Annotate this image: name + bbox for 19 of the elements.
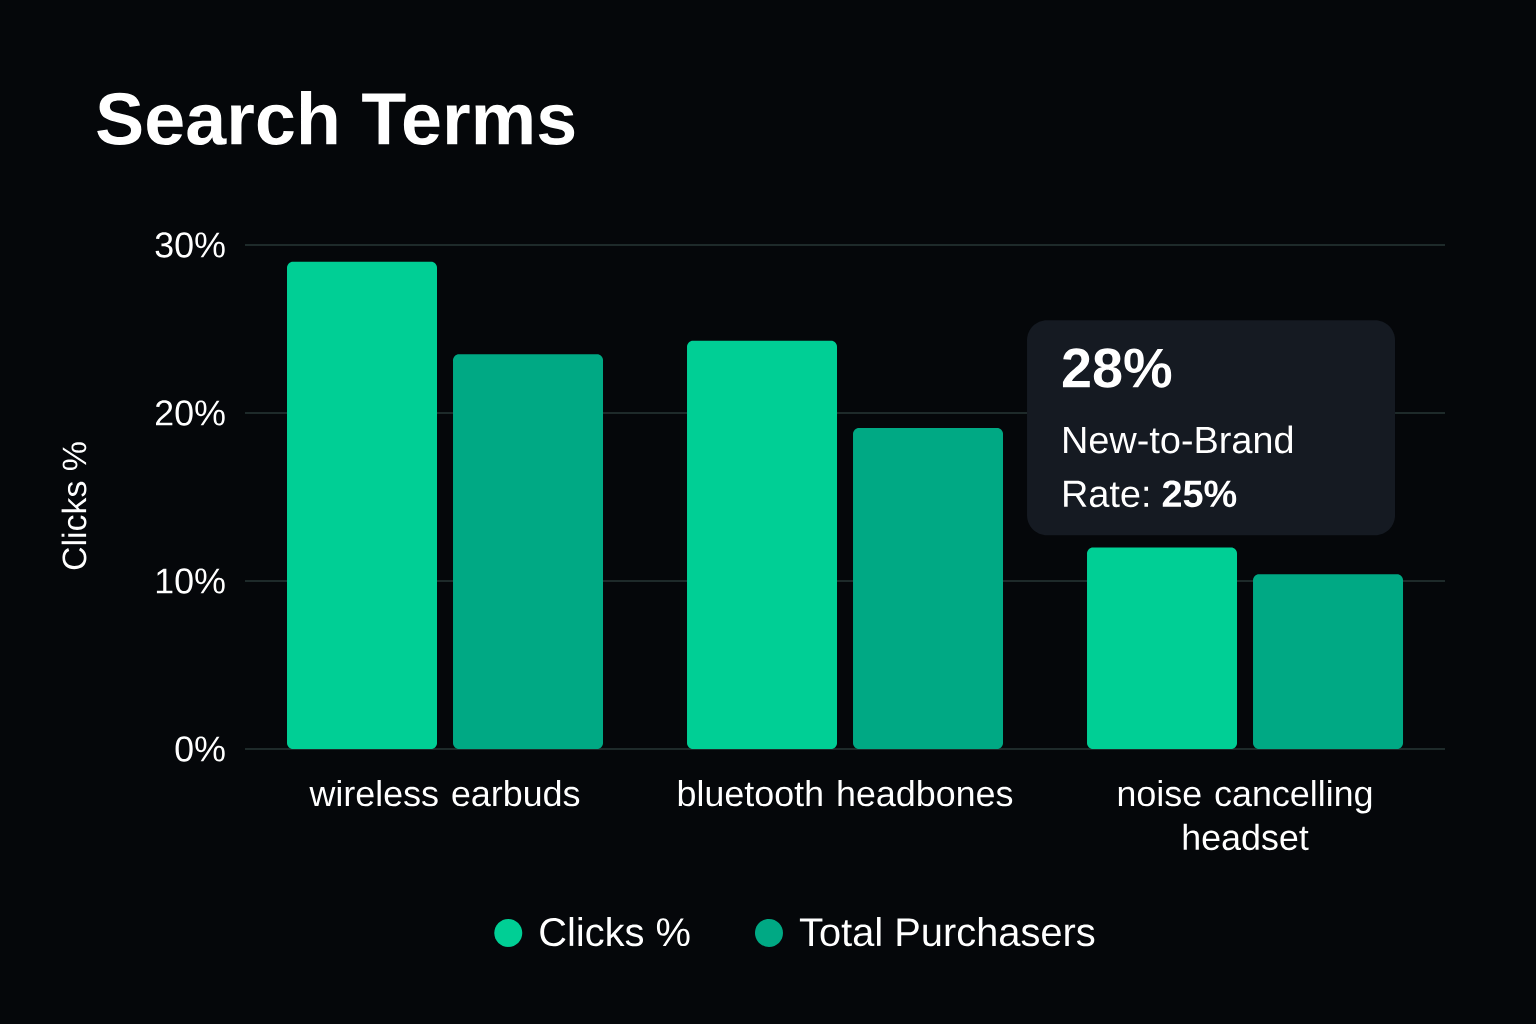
- x-tick-label: noise cancelling headset: [1118, 780, 1372, 851]
- y-axis-title: Clicks %: [61, 442, 87, 570]
- x-tick-label: wireless earbuds: [309, 780, 580, 807]
- bar: [687, 340, 838, 749]
- legend-label: Clicks %: [540, 917, 690, 947]
- bar: [1253, 574, 1404, 749]
- y-tick-label: 20%: [156, 400, 225, 426]
- y-tick-label: 0%: [175, 736, 225, 762]
- annotation: New-to-Brand Rate: 25%: [1064, 425, 1293, 508]
- y-tick-label: 30%: [155, 232, 225, 258]
- bar: [453, 354, 604, 749]
- x-tick-label: bluetooth headbones: [678, 780, 1013, 807]
- annotation: 28%: [1062, 348, 1172, 388]
- y-tick-label: 10%: [156, 568, 225, 594]
- bar: [287, 261, 438, 749]
- chart-title: Search Terms: [97, 90, 575, 146]
- legend-label: Total Purchasers: [799, 917, 1095, 947]
- bar: [853, 428, 1004, 749]
- bar: [1087, 547, 1238, 749]
